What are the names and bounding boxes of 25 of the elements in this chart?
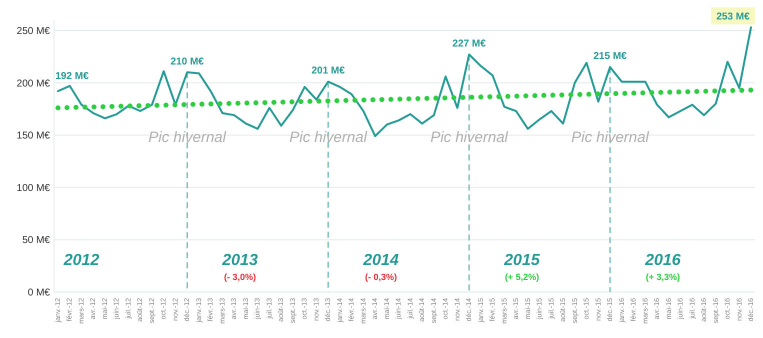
annotation: 2013 (221, 252, 258, 269)
data-label: 215 M€ (593, 51, 628, 62)
data-label: 210 M€ (170, 56, 204, 68)
y-tick-label: 150 M€ (16, 130, 50, 142)
ref-line-label: Pic hivernal (571, 129, 650, 146)
annotation: 2015 (503, 252, 541, 269)
ref-line-label: Pic hivernal (430, 129, 509, 146)
annotation: (- 3,0%) (224, 272, 256, 282)
data-label: 253 M€ (716, 11, 750, 22)
annotation: (+ 3,3%) (646, 272, 680, 282)
y-tick-label: 100 M€ (16, 182, 50, 194)
y-tick-label: 250 M€ (16, 26, 50, 37)
data-label: 201 M€ (311, 66, 346, 77)
data-label: 227 M€ (452, 38, 486, 50)
annotation: 2014 (362, 252, 399, 269)
ref-line-label: Pic hivernal (289, 129, 368, 146)
annotation: 2016 (644, 252, 681, 269)
annotation: (- 0,3%) (365, 272, 398, 282)
annotation: 2012 (62, 252, 100, 269)
y-tick-label: 0 M€ (28, 288, 50, 298)
annotation: (+ 5,2%) (504, 272, 540, 282)
data-label: 192 M€ (55, 71, 90, 82)
y-tick-label: 50 M€ (22, 235, 50, 246)
y-tick-label: 200 M€ (16, 78, 50, 90)
ref-line-label: Pic hivernal (148, 129, 227, 146)
